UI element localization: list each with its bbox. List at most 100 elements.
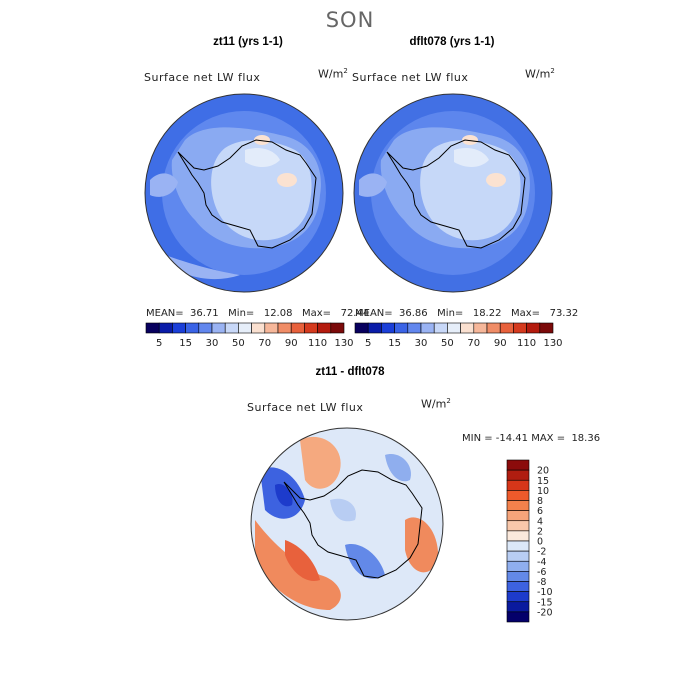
colorbar-swatch — [354, 322, 369, 334]
colorbar-swatch — [506, 469, 530, 481]
colorbar-swatch — [526, 322, 541, 334]
left-colorbar: 5 15 30 50 70 90 110 130 — [145, 322, 354, 349]
colorbar-tick-label: 70 — [467, 338, 480, 349]
right-colorbar: 5 15 30 50 70 90 110 130 — [354, 322, 563, 349]
colorbar-swatch — [506, 540, 530, 552]
colorbar-tick-label: -20 — [537, 607, 553, 618]
colorbar-swatch — [264, 322, 279, 334]
colorbar-tick-label: 30 — [415, 338, 428, 349]
right-variable-label: Surface net LW flux — [352, 71, 469, 84]
right-map — [354, 94, 552, 292]
colorbar-swatch — [447, 322, 461, 334]
diff-panel-title: zt11 - dflt078 — [315, 366, 385, 378]
colorbar-swatch — [367, 322, 382, 334]
colorbar-swatch — [506, 530, 530, 542]
colorbar-swatch — [224, 322, 239, 334]
left-warm-patch-2 — [254, 135, 270, 145]
diff-warm-east — [405, 517, 439, 573]
left-warm-patch — [277, 173, 297, 187]
colorbar-tick-label: 50 — [441, 338, 454, 349]
colorbar-tick-label: -8 — [537, 577, 546, 588]
colorbar-tick-label: 70 — [258, 338, 271, 349]
colorbar-swatch — [460, 322, 475, 334]
colorbar-swatch — [251, 322, 266, 334]
colorbar-tick-label: 5 — [156, 338, 162, 349]
diff-coastline — [283, 469, 423, 579]
colorbar-tick-label: -15 — [537, 597, 553, 608]
colorbar-tick-label: 6 — [537, 506, 543, 517]
right-units-label: W/m2 — [525, 67, 555, 81]
colorbar-swatch — [506, 550, 530, 562]
colorbar-swatch — [473, 322, 488, 334]
colorbar-tick-label: -6 — [537, 567, 546, 578]
figure-title: SON — [325, 8, 375, 32]
left-map-border — [144, 93, 344, 293]
left-coastline — [177, 139, 317, 249]
colorbar-swatch — [277, 322, 292, 334]
colorbar-swatch — [330, 322, 345, 334]
colorbar-swatch — [506, 500, 530, 511]
colorbar-swatch — [304, 322, 318, 334]
colorbar-swatch — [381, 322, 395, 334]
colorbar-swatch — [290, 322, 305, 334]
colorbar-swatch — [539, 322, 554, 334]
right-peninsula-band — [359, 173, 387, 197]
colorbar-tick-label: -4 — [537, 557, 546, 568]
colorbar-tick-label: 15 — [388, 338, 401, 349]
colorbar-tick-label: 8 — [537, 496, 543, 507]
right-coastline — [386, 139, 526, 249]
right-light-patch — [454, 148, 489, 167]
colorbar-tick-label: -10 — [537, 587, 553, 598]
diff-variable-label: Surface net LW flux — [247, 401, 364, 414]
left-stats: MEAN= 36.71 Min= 12.08 Max= 72.44 — [146, 308, 370, 319]
right-stats: MEAN= 36.86 Min= 18.22 Max= 73.32 — [355, 308, 579, 319]
colorbar-swatch — [506, 459, 530, 471]
colorbar-tick-label: 50 — [232, 338, 245, 349]
diff-warm-north — [300, 436, 341, 489]
colorbar-tick-label: -2 — [537, 547, 546, 558]
diff-map-border — [250, 427, 444, 621]
colorbar-tick-label: 2 — [537, 526, 543, 537]
diff-cool-center — [330, 498, 356, 522]
colorbar-swatch — [158, 322, 173, 334]
colorbar-tick-label: 10 — [537, 486, 549, 497]
left-continent-field — [211, 140, 312, 241]
left-panel-title: zt11 (yrs 1-1) — [213, 36, 283, 48]
colorbar-swatch — [198, 322, 213, 334]
left-light-patch — [245, 148, 280, 167]
right-map-border — [353, 93, 553, 293]
colorbar-tick-label: 90 — [494, 338, 507, 349]
colorbar-swatch — [407, 322, 422, 334]
colorbar-swatch — [238, 322, 252, 334]
colorbar-tick-label: 130 — [543, 338, 562, 349]
right-warm-patch — [486, 173, 506, 187]
diff-map — [251, 428, 443, 620]
colorbar-tick-label: 30 — [206, 338, 219, 349]
left-variable-label: Surface net LW flux — [144, 71, 261, 84]
colorbar-swatch — [506, 560, 530, 572]
colorbar-swatch — [145, 322, 160, 334]
colorbar-swatch — [506, 490, 530, 501]
colorbar-tick-label: 15 — [537, 476, 549, 487]
colorbar-swatch — [317, 322, 332, 334]
colorbar-tick-label: 15 — [179, 338, 192, 349]
colorbar-tick-label: 4 — [537, 516, 543, 527]
colorbar-swatch — [211, 322, 226, 334]
colorbar-swatch — [506, 611, 530, 623]
colorbar-swatch — [420, 322, 435, 334]
colorbar-tick-label: 110 — [517, 338, 536, 349]
diff-stats: MIN = -14.41 MAX = 18.36 — [462, 433, 601, 444]
right-continent-field — [420, 140, 521, 241]
colorbar-swatch — [172, 322, 186, 334]
left-units-label: W/m2 — [318, 67, 348, 81]
colorbar-tick-label: 130 — [334, 338, 353, 349]
right-panel-title: dflt078 (yrs 1-1) — [409, 36, 495, 48]
colorbar-swatch — [433, 322, 448, 334]
colorbar-swatch — [506, 520, 530, 532]
colorbar-tick-label: 90 — [285, 338, 298, 349]
colorbar-swatch — [513, 322, 527, 334]
left-peninsula-band — [150, 173, 178, 197]
colorbar-tick-label: 20 — [537, 466, 549, 477]
